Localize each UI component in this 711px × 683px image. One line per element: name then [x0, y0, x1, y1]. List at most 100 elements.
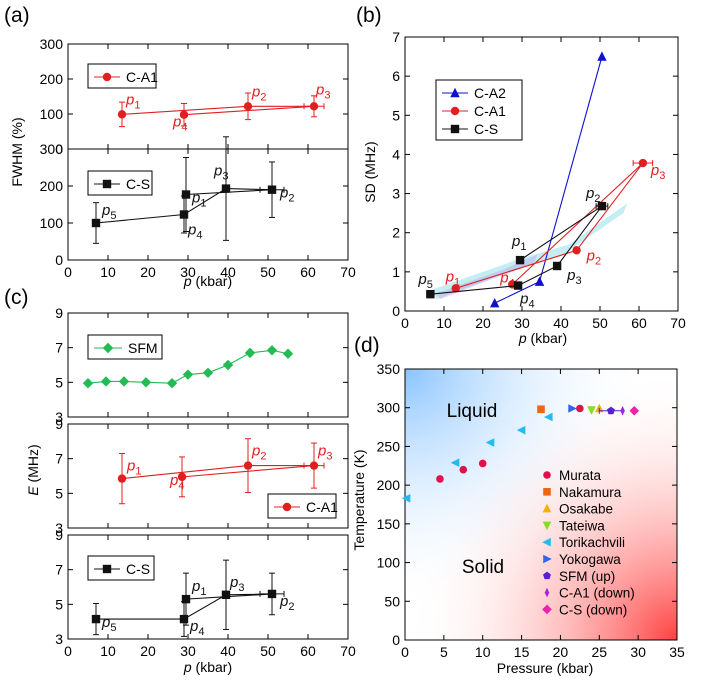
point-label-p4: p4	[499, 269, 514, 289]
legend-marker	[542, 503, 552, 513]
point-label-p2: p2	[279, 593, 294, 613]
point-label-sub: 1	[520, 241, 526, 253]
panel-d: 0 50 100 150 200 250 300 350 0 5 10 15 20 25 30 35 Liqui…	[351, 361, 685, 676]
point-label-sub: 4	[178, 480, 184, 492]
data-point-C-A1	[572, 246, 581, 255]
point-label-p: p	[189, 618, 198, 635]
x-tick-label: 10	[100, 643, 116, 659]
panel-label-d: (d)	[354, 334, 380, 357]
axis-frame	[67, 534, 349, 640]
y-tick-label: 7	[55, 562, 63, 578]
legend-box	[267, 493, 337, 519]
point-label-p: p	[445, 268, 454, 285]
point-label-p: p	[511, 233, 520, 250]
x-tick-label: 50	[260, 264, 276, 280]
legend-marker	[543, 571, 551, 580]
point-label-sub: 2	[288, 601, 294, 613]
data-point-C-S (down)	[629, 406, 640, 416]
point-label-p: p	[251, 443, 260, 460]
panel-a-ylabel: FWHM (%)	[9, 117, 25, 186]
data-point-C-S	[426, 289, 435, 299]
point-label-p: p	[172, 114, 181, 131]
x-tick-label: 30	[514, 315, 530, 331]
series-line-C-A1	[455, 162, 644, 289]
panel-label-c: (c)	[4, 286, 29, 309]
point-label-sub: 4	[198, 626, 204, 638]
data-point-C-A1	[117, 110, 127, 119]
data-point-C-S	[221, 590, 231, 599]
data-point-C-A1	[638, 158, 648, 168]
legend-marker	[542, 521, 552, 531]
legend-marker	[450, 106, 460, 116]
point-label-p2: p2	[586, 247, 601, 267]
legend-label: C-A1	[306, 499, 338, 515]
legend-label: C-A1	[126, 69, 158, 85]
point-label-p: p	[126, 458, 135, 475]
point-label-sub: 2	[594, 193, 600, 205]
y-tick-label: 0	[392, 303, 400, 319]
data-point-Murata	[576, 404, 584, 413]
y-tick-label: 0	[55, 141, 63, 157]
x-tick-label: 5	[440, 644, 448, 660]
x-tick-label: 20	[475, 315, 491, 331]
data-point-C-A1	[451, 284, 460, 293]
y-tick-label: 0	[55, 252, 63, 268]
x-tick-label: 20	[553, 644, 569, 660]
point-label-p: p	[279, 185, 288, 202]
point-label-sub: 2	[288, 193, 294, 205]
legend-label: Murata	[559, 468, 602, 483]
point-label-p: p	[586, 247, 595, 264]
y-tick-label: 50	[384, 593, 400, 609]
point-label-p: p	[317, 443, 326, 460]
point-label-sub: 3	[238, 582, 244, 594]
point-label-p: p	[519, 291, 528, 308]
point-label-sub: 2	[595, 255, 601, 267]
y-tick-label: 9	[55, 305, 63, 321]
data-point-SFM	[100, 376, 112, 387]
axis-frame	[404, 36, 679, 312]
legend-label: Torikachvili	[559, 535, 625, 550]
x-tick-label: 10	[436, 315, 452, 331]
x-tick-label: 40	[220, 264, 236, 280]
data-point-C-A1	[243, 461, 253, 470]
axis-frame	[67, 43, 349, 150]
y-tick-label: 300	[40, 36, 64, 52]
data-point-C-S	[267, 589, 277, 599]
point-label-p4: p4	[172, 114, 187, 134]
legend-label: C-S (down)	[559, 602, 627, 617]
x-tick-label: 40	[553, 315, 569, 331]
data-point-C-S	[179, 614, 189, 624]
legend-marker	[544, 587, 550, 598]
point-label-p: p	[101, 614, 110, 631]
point-label-sub: 4	[196, 229, 202, 241]
data-point-C-S	[552, 261, 562, 271]
x-tick-label: 70	[340, 264, 356, 280]
legend-marker	[102, 179, 112, 189]
point-label-sub: 1	[135, 466, 141, 478]
data-point-C-S	[181, 190, 191, 199]
y-tick-label: 5	[55, 596, 63, 612]
y-tick-label: 3	[55, 409, 63, 425]
data-point-SFM	[182, 369, 194, 380]
point-label-p3: p3	[213, 163, 228, 183]
point-label-p1: p1	[445, 268, 460, 288]
y-tick-label: 0	[392, 632, 400, 648]
data-point-C-S	[515, 255, 525, 265]
data-point-C-A1	[179, 110, 189, 119]
series-line-C-A1	[121, 465, 315, 480]
data-point-C-A2	[490, 297, 500, 308]
region-label-liquid: Liquid	[447, 401, 498, 422]
panel-b-ylabel: SD (MHz)	[362, 141, 378, 202]
data-point-C-S	[267, 185, 277, 194]
point-label-sub: 5	[110, 210, 116, 222]
point-label-p3: p3	[315, 81, 330, 101]
guide-band-purple	[436, 254, 538, 300]
panel-c-xlabel: p (kbar)	[183, 659, 232, 675]
point-label-p: p	[101, 202, 110, 219]
point-label-p4: p4	[187, 221, 202, 241]
point-label-p5: p5	[417, 271, 432, 291]
y-tick-label: 5	[392, 107, 400, 123]
series-line-C-A1	[121, 105, 315, 116]
data-point-C-A1	[117, 474, 127, 483]
